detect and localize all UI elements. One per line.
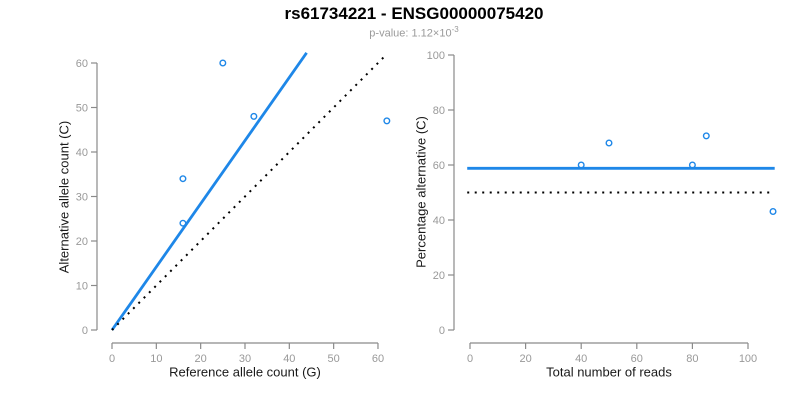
- y-tick-label: 100: [427, 50, 445, 62]
- x-tick-label: 0: [467, 353, 473, 365]
- x-tick-label: 20: [519, 353, 531, 365]
- y-tick-label: 0: [82, 325, 88, 337]
- x-tick-label: 20: [195, 353, 207, 365]
- fitted-ratio-line: [110, 51, 308, 331]
- x-tick-label: 40: [575, 353, 587, 365]
- x-tick-label: 100: [739, 353, 757, 365]
- data-point: [250, 112, 258, 120]
- right-x-axis-title: Total number of reads: [546, 364, 672, 380]
- data-point: [605, 139, 613, 147]
- data-point: [179, 175, 187, 183]
- right-y-axis-title: Percentage alternative (C): [413, 116, 429, 268]
- p-value-subtitle: p-value: 1.12×10-3: [369, 25, 458, 40]
- data-point: [769, 207, 777, 215]
- identity-line: [111, 53, 388, 331]
- p-value-text: p-value: 1.12×10: [369, 27, 452, 40]
- left-x-axis-title: Reference allele count (G): [169, 364, 321, 380]
- x-tick-label: 80: [686, 353, 698, 365]
- x-tick-label: 0: [109, 353, 115, 365]
- x-tick-label: 50: [328, 353, 340, 365]
- x-tick-label: 40: [283, 353, 295, 365]
- data-point: [179, 219, 187, 227]
- y-tick-label: 60: [76, 58, 88, 70]
- x-tick-label: 60: [631, 353, 643, 365]
- y-tick-label: 0: [439, 325, 445, 337]
- y-tick-label: 80: [433, 105, 445, 117]
- data-point: [702, 132, 710, 140]
- data-point: [688, 161, 696, 169]
- x-tick-label: 10: [150, 353, 162, 365]
- x-tick-label: 60: [372, 353, 384, 365]
- data-point: [383, 117, 391, 125]
- x-tick-label: 30: [239, 353, 251, 365]
- y-tick-label: 50: [76, 103, 88, 115]
- p-value-exponent: -3: [451, 25, 459, 34]
- y-tick-label: 20: [76, 236, 88, 248]
- left-y-axis-title: Alternative allele count (C): [56, 120, 72, 274]
- y-tick-label: 60: [433, 160, 445, 172]
- figure-title: rs61734221 - ENSG00000075420: [284, 4, 544, 23]
- y-tick-label: 40: [76, 147, 88, 159]
- y-tick-label: 30: [76, 192, 88, 204]
- y-tick-label: 40: [433, 215, 445, 227]
- y-tick-label: 10: [76, 281, 88, 293]
- data-point: [577, 161, 585, 169]
- y-tick-label: 20: [433, 270, 445, 282]
- data-point: [219, 59, 227, 67]
